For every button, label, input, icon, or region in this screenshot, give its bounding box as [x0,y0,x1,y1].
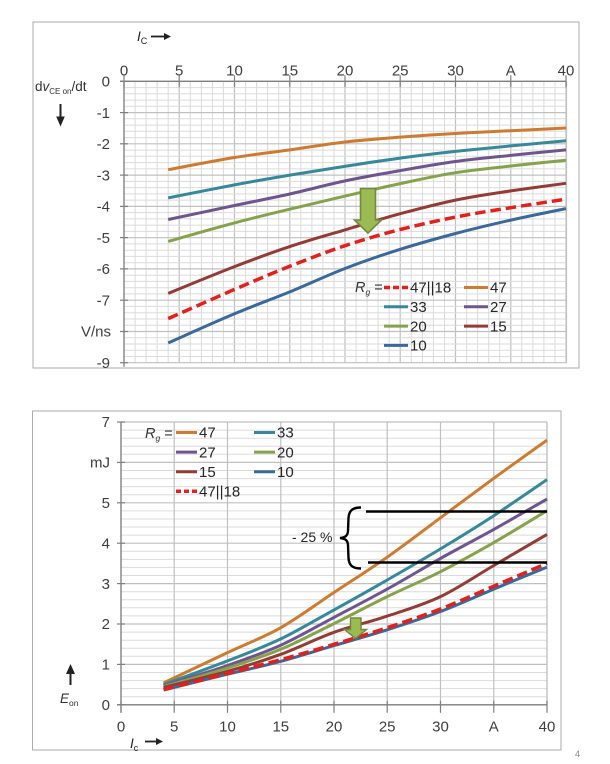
svg-text:3: 3 [102,576,110,593]
svg-text:20: 20 [277,444,294,461]
svg-text:25: 25 [392,63,409,80]
svg-text:10: 10 [219,719,236,736]
svg-text:15: 15 [272,719,289,736]
svg-text:dvCE on/dt: dvCE on/dt [35,79,87,96]
svg-text:15: 15 [281,63,298,80]
svg-text:2: 2 [102,616,110,633]
svg-text:20: 20 [326,719,343,736]
svg-text:4: 4 [102,535,110,552]
svg-text:A: A [506,63,516,80]
svg-text:33: 33 [410,299,427,316]
svg-text:0: 0 [102,74,110,91]
svg-text:Ic: Ic [130,736,139,753]
svg-text:10: 10 [410,338,427,355]
svg-text:V/ns: V/ns [81,324,111,341]
svg-text:mJ: mJ [90,455,110,472]
svg-text:- 25 %: - 25 % [292,529,332,545]
svg-text:47: 47 [199,425,216,442]
svg-text:0: 0 [117,719,125,736]
svg-text:IC: IC [137,29,148,46]
svg-text:15: 15 [199,464,216,481]
svg-text:0: 0 [120,63,128,80]
svg-text:27: 27 [490,299,507,316]
svg-text:5: 5 [175,63,183,80]
svg-text:27: 27 [199,444,216,461]
svg-text:7: 7 [102,414,110,431]
svg-text:10: 10 [277,464,294,481]
svg-text:A: A [489,719,499,736]
svg-text:20: 20 [410,318,427,335]
svg-text:-7: -7 [97,292,110,309]
svg-text:5: 5 [170,719,178,736]
svg-text:47||18: 47||18 [199,484,240,501]
svg-text:15: 15 [490,318,507,335]
svg-text:-2: -2 [97,136,110,153]
svg-text:-4: -4 [97,199,110,216]
svg-text:30: 30 [432,719,449,736]
svg-text:33: 33 [277,425,294,442]
svg-text:47: 47 [490,280,507,297]
svg-text:-9: -9 [97,355,110,372]
svg-text:1: 1 [102,657,110,674]
svg-text:-1: -1 [97,105,110,122]
svg-text:40: 40 [539,719,556,736]
svg-text:47||18: 47||18 [410,280,451,297]
svg-text:Rg =: Rg = [145,426,173,443]
svg-text:-6: -6 [97,261,110,278]
svg-text:Rg =: Rg = [355,280,383,297]
svg-text:40: 40 [558,63,575,80]
svg-text:5: 5 [102,495,110,512]
svg-text:30: 30 [447,63,464,80]
svg-text:-5: -5 [97,230,110,247]
svg-text:20: 20 [337,63,354,80]
svg-text:10: 10 [226,63,243,80]
svg-text:-3: -3 [97,167,110,184]
svg-text:4: 4 [575,749,580,759]
svg-text:0: 0 [102,697,110,714]
svg-text:25: 25 [379,719,396,736]
